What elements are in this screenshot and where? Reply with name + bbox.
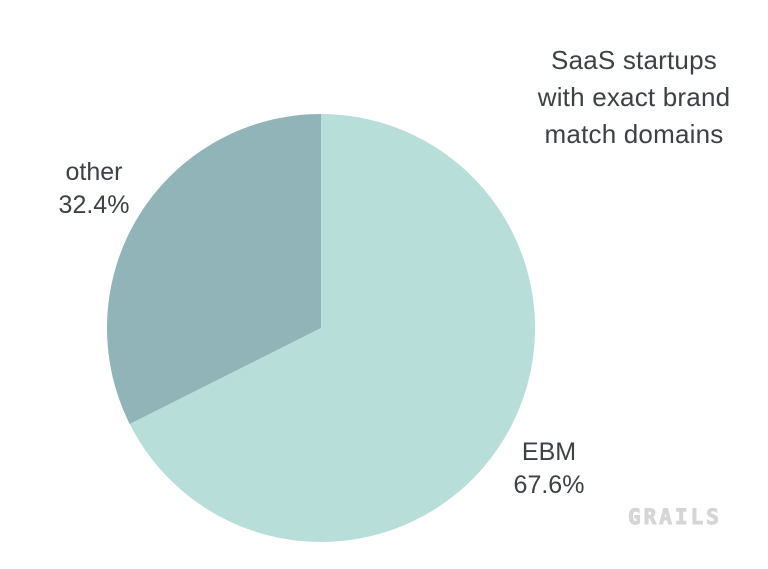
slice-label-other: other 32.4%	[14, 156, 174, 222]
chart-title: SaaS startups with exact brand match dom…	[504, 42, 764, 153]
slice-label-ebm: EBM 67.6%	[469, 436, 629, 502]
slice-label-ebm-name: EBM	[521, 438, 577, 466]
pie-slice-other	[107, 114, 321, 424]
slice-label-other-name: other	[65, 158, 123, 186]
chart-title-line-2: with exact brand	[537, 82, 731, 112]
pie-svg	[107, 114, 536, 542]
grails-logo: GRAILS	[628, 505, 722, 530]
pie-chart	[107, 114, 536, 542]
chart-title-line-3: match domains	[544, 119, 724, 149]
pie-slice-ebm	[129, 114, 536, 542]
slice-label-ebm-pct: 67.6%	[513, 471, 585, 499]
slice-label-other-pct: 32.4%	[58, 191, 130, 219]
chart-title-line-1: SaaS startups	[551, 45, 717, 75]
